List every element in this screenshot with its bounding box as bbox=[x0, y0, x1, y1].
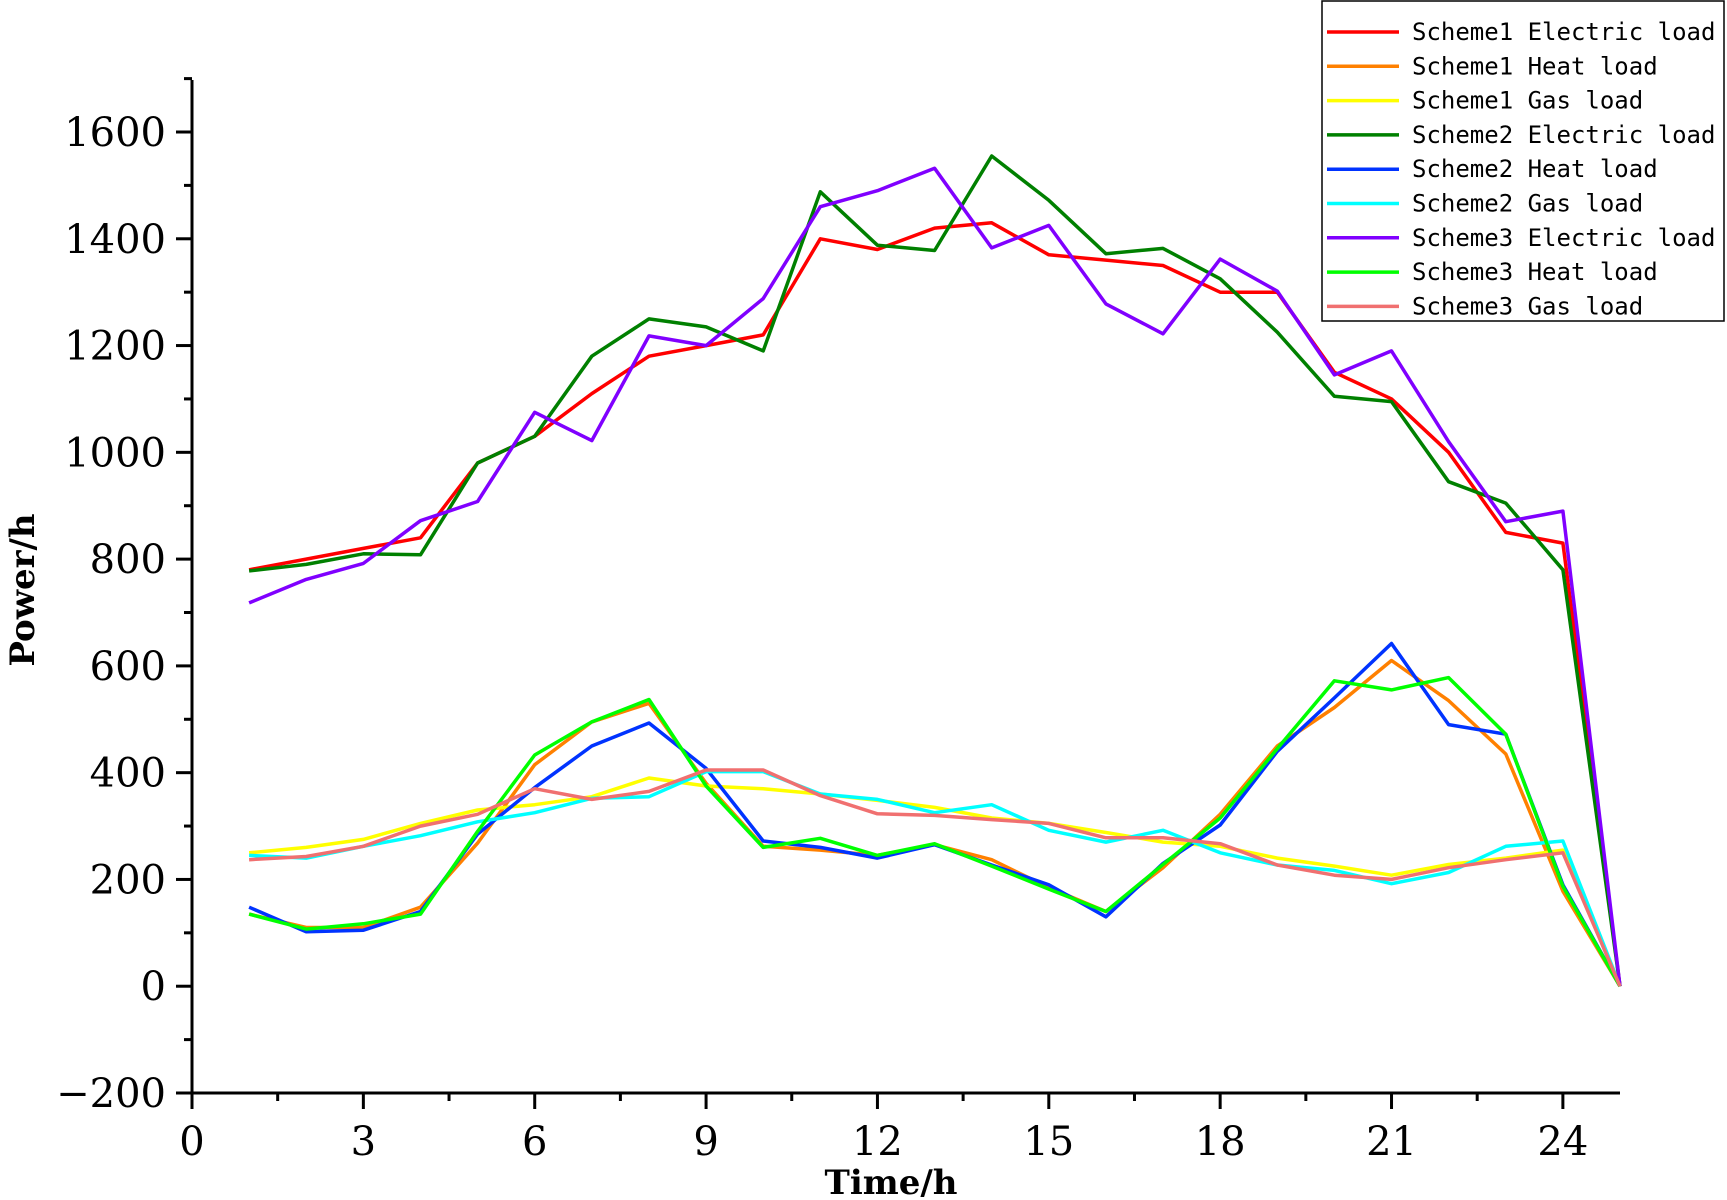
y-tick-label: 400 bbox=[90, 751, 166, 797]
legend-label: Scheme1 Electric load bbox=[1412, 18, 1715, 46]
series-line-scheme3-electric-load bbox=[248, 166, 1622, 987]
legend-label: Scheme2 Heat load bbox=[1412, 155, 1658, 183]
series-layer bbox=[248, 154, 1622, 988]
x-tick-label: 3 bbox=[351, 1119, 376, 1165]
y-axis-title: Power/h bbox=[3, 513, 43, 666]
x-tick-label: 24 bbox=[1537, 1119, 1588, 1165]
x-tick-label: 15 bbox=[1023, 1119, 1074, 1165]
x-tick-label: 0 bbox=[179, 1119, 204, 1165]
y-tick-label: −200 bbox=[56, 1071, 166, 1117]
x-tick-label: 6 bbox=[522, 1119, 547, 1165]
series-line-scheme3-heat-load bbox=[248, 675, 1622, 988]
legend-label: Scheme3 Gas load bbox=[1412, 292, 1643, 320]
y-tick-label: 1600 bbox=[64, 110, 166, 156]
legend-label: Scheme2 Gas load bbox=[1412, 190, 1643, 218]
y-tick-label: 600 bbox=[90, 644, 166, 690]
y-tick-label: 200 bbox=[90, 857, 166, 903]
y-tick-label: 0 bbox=[141, 964, 166, 1010]
series-line-scheme2-gas-load bbox=[249, 769, 1622, 987]
y-tick-label: 1200 bbox=[64, 324, 166, 370]
x-tick-label: 21 bbox=[1366, 1119, 1417, 1165]
x-tick-label: 9 bbox=[693, 1119, 718, 1165]
y-tick-label: 1400 bbox=[64, 217, 166, 263]
x-axis-title: Time/h bbox=[825, 1163, 958, 1200]
x-tick-label: 18 bbox=[1195, 1119, 1246, 1165]
series-line-scheme1-gas-load bbox=[248, 776, 1622, 987]
legend-box bbox=[1321, 0, 1725, 322]
y-tick-label: 1000 bbox=[64, 430, 166, 476]
axes-layer: −200 0 200 400 600 800 1000 1200 1400 1600 0 3 6 9 12 1… bbox=[3, 77, 1620, 1200]
y-tick-label: 800 bbox=[90, 537, 166, 583]
x-tick-label: 12 bbox=[852, 1119, 903, 1165]
legend: Scheme1 Electric load Scheme1 Heat load Sc… bbox=[1321, 0, 1725, 322]
legend-label: Scheme3 Heat load bbox=[1412, 258, 1658, 286]
legend-label: Scheme1 Gas load bbox=[1412, 87, 1643, 115]
series-line-scheme3-gas-load bbox=[249, 768, 1622, 987]
series-line-scheme2-electric-load bbox=[248, 154, 1622, 987]
legend-label: Scheme1 Heat load bbox=[1412, 52, 1658, 80]
legend-label: Scheme2 Electric load bbox=[1412, 121, 1715, 149]
legend-label: Scheme3 Electric load bbox=[1412, 224, 1715, 252]
